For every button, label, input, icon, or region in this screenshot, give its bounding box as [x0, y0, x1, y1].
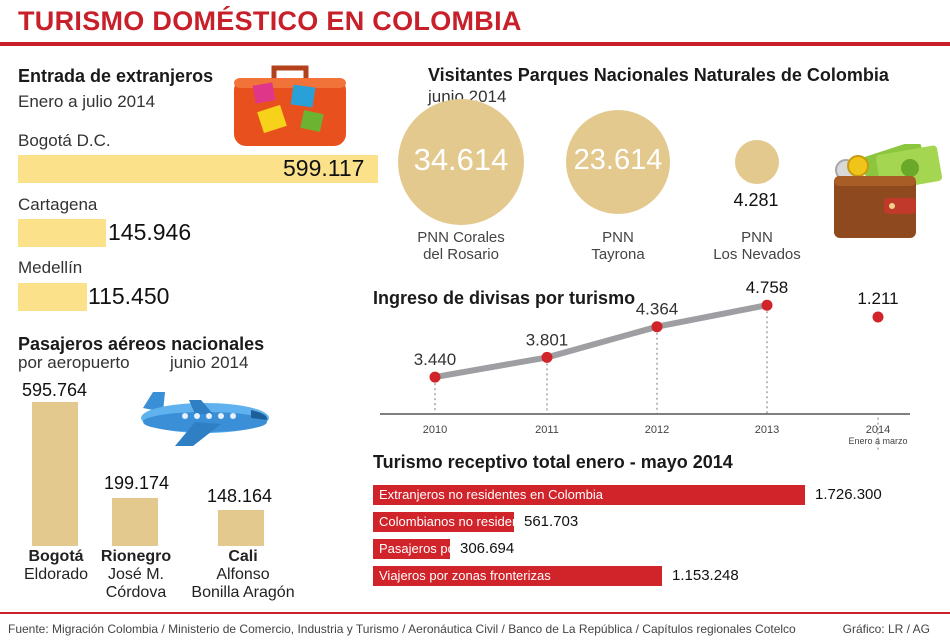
pasajeros-line2-2: Alfonso [216, 566, 270, 583]
divisas-value-label: 4.364 [636, 300, 679, 319]
parque-value-2: 4.281 [733, 190, 779, 210]
parque-value-0: 34.614 [413, 142, 509, 177]
pasajeros-line3-2: Bonilla Aragón [191, 584, 295, 601]
pasajeros-bar-1 [112, 498, 158, 546]
pasajeros-line2-0: Eldorado [23, 566, 89, 583]
pasajeros-line3-1: Córdova [105, 584, 167, 601]
entrada-subheading: Enero a julio 2014 [18, 92, 156, 111]
receptivo-bar-0: Extranjeros no residentes en Colombia [373, 485, 805, 505]
page-title: TURISMO DOMÉSTICO EN COLOMBIA [18, 6, 522, 36]
pasajeros-name-1: Rionegro [100, 548, 172, 565]
divisas-point [872, 311, 884, 323]
parques-heading: Visitantes Parques Nacionales Naturales … [428, 65, 889, 85]
divisas-year-label: 2011 [535, 424, 559, 436]
divisas-year-label: 2010 [423, 424, 447, 436]
receptivo-value-3: 1.153.248 [672, 567, 739, 584]
pasajeros-bar-0 [32, 402, 78, 546]
receptivo-heading: Turismo receptivo total enero - mayo 201… [373, 452, 733, 472]
entrada-value-2: 115.450 [88, 283, 170, 309]
entrada-bar-1 [18, 219, 106, 247]
pasajeros-line2-1: José M. [107, 566, 164, 583]
airplane-icon [141, 392, 269, 446]
divisas-value-label: 4.758 [746, 280, 789, 297]
entrada-value-1: 145.946 [108, 219, 192, 245]
pasajeros-name-0: Bogotá [28, 548, 84, 565]
pasajeros-heading: Pasajeros aéreos nacionales [18, 334, 265, 354]
receptivo-bar-2: Pasajeros por cruceros [373, 539, 513, 559]
entrada-bar-2 [18, 283, 87, 311]
entrada-bar-0 [18, 155, 378, 183]
footer-rule [0, 612, 950, 614]
divisas-series-line [432, 302, 770, 381]
receptivo-bar-1: Colombianos no residentes en Colombia [373, 512, 613, 532]
divisas-point [541, 351, 553, 363]
parque-circle-0 [398, 99, 524, 225]
parque-value-1: 23.614 [573, 144, 663, 176]
entrada-city-0: Bogotá D.C. [18, 131, 111, 150]
parque-cap2-2: Los Nevados [713, 246, 801, 263]
source-note: Fuente: Migración Colombia / Ministerio … [8, 622, 796, 636]
parque-cap1-1: PNN [602, 229, 634, 246]
entrada-city-2: Medellín [18, 258, 83, 277]
wallet-icon [834, 144, 943, 238]
divisas-point [429, 371, 441, 383]
divisas-value-label: 1.211 [857, 289, 898, 308]
receptivo-value-2: 306.694 [460, 540, 515, 557]
divisas-year-label: 2013 [755, 424, 779, 436]
pasajeros-sub-right: junio 2014 [170, 353, 249, 372]
pasajeros-value-2: 148.164 [207, 486, 273, 506]
divisas-point [761, 299, 773, 311]
pasajeros-value-0: 595.764 [22, 380, 88, 400]
title-rule [0, 42, 950, 46]
suitcase-icon [234, 65, 346, 146]
divisas-value-label: 3.440 [414, 350, 457, 369]
parque-cap1-2: PNN [741, 229, 773, 246]
receptivo-bar-3: Viajeros por zonas fronterizas [373, 566, 662, 586]
entrada-heading: Entrada de extranjeros [18, 66, 214, 86]
pasajeros-value-1: 199.174 [104, 473, 170, 493]
entrada-value-0: 599.117 [283, 155, 365, 181]
parque-cap2-1: Tayrona [591, 246, 645, 263]
divisas-year-label: 2014 [866, 424, 890, 436]
divisas-chart: 3.440 3.801 4.364 4.758 1.211 2010 2011 2012 201… [380, 280, 910, 450]
pasajeros-sub-left: por aeropuerto [18, 353, 130, 372]
credit-note: Gráfico: LR / AG [842, 622, 930, 636]
divisas-value-label: 3.801 [526, 330, 569, 349]
pasajeros-name-2: Cali [228, 548, 258, 565]
parque-circle-1 [566, 110, 670, 214]
divisas-heading: Ingreso de divisas por turismo [373, 288, 636, 308]
entrada-city-1: Cartagena [18, 195, 98, 214]
receptivo-value-0: 1.726.300 [815, 486, 882, 503]
parque-circle-2 [735, 140, 779, 184]
receptivo-value-1: 561.703 [524, 513, 579, 530]
parque-cap1-0: PNN Corales [417, 229, 505, 246]
pasajeros-bar-2 [218, 510, 264, 546]
divisas-year-label: 2012 [645, 424, 669, 436]
parque-cap2-0: del Rosario [423, 246, 499, 263]
divisas-point [651, 321, 663, 333]
divisas-year-note: Enero a marzo [848, 436, 907, 446]
